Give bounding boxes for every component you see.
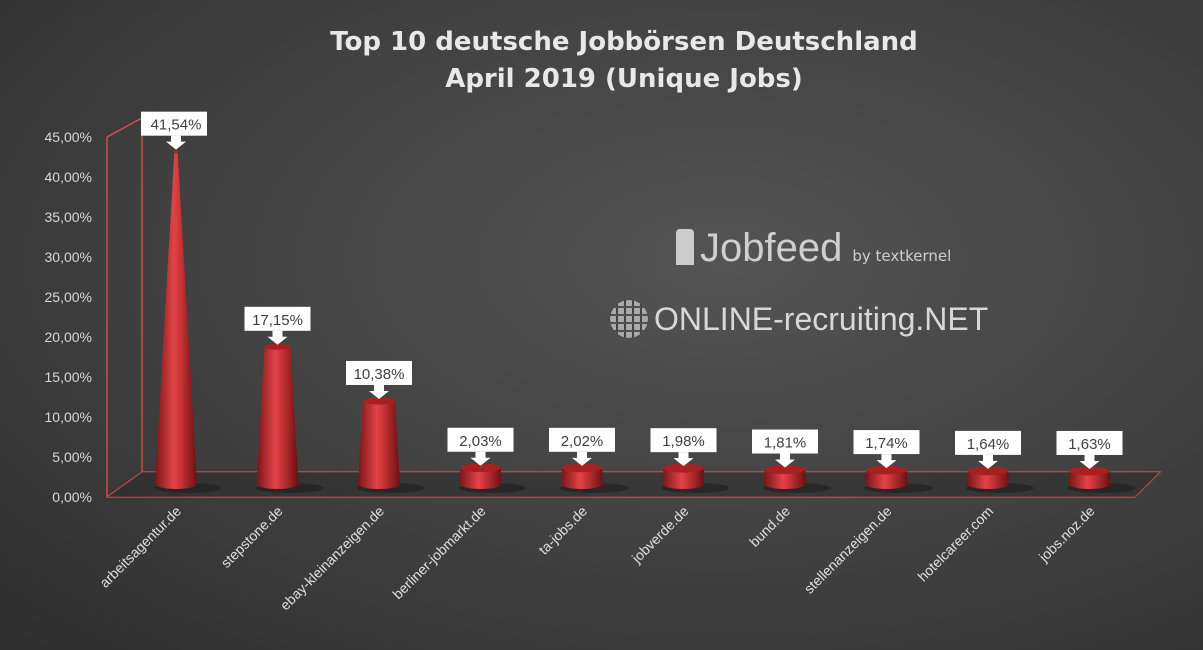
bar-top [460, 463, 501, 473]
data-label-box [447, 427, 514, 452]
y-tick-label: 40,00% [45, 169, 92, 185]
data-label-arrow [876, 454, 897, 469]
bar-top [264, 343, 291, 350]
y-tick-label: 5,00% [52, 449, 92, 465]
data-label-box [752, 429, 818, 454]
bar-top [663, 463, 704, 473]
jobfeed-by-text: by textkernel [852, 247, 952, 265]
y-tick-label: 35,00% [45, 209, 92, 225]
x-tick-label: bund.de [746, 503, 793, 550]
data-label: 41,54% [151, 117, 202, 134]
data-label-arrow [470, 451, 491, 466]
bar-stepstone.de [256, 346, 299, 489]
data-label-arrow [166, 135, 186, 150]
online-recruiting-text: ONLINE-recruiting.NET [654, 301, 989, 337]
data-label-box [244, 306, 311, 331]
bar-top [174, 149, 178, 154]
bar-bund.de [764, 469, 806, 489]
x-tick-label: ebay-kleinanzeigen.de [277, 503, 388, 614]
bar-berliner-jobmarkt.de [459, 467, 502, 489]
jobfeed-logo: Jobfeed by textkernel [676, 226, 951, 271]
x-tick-label: stellenanzeigen.de [801, 503, 895, 597]
data-label-box [853, 430, 920, 455]
bar-ta-jobs.de [561, 467, 603, 489]
bar-top [866, 465, 907, 475]
data-label: 2,02% [561, 433, 604, 450]
y-tick-label: 20,00% [45, 329, 92, 345]
data-label: 1,74% [865, 435, 908, 452]
y-tick-label: 30,00% [45, 249, 92, 265]
data-label-arrow [673, 452, 694, 467]
online-recruiting-logo: ONLINE-recruiting.NET [610, 300, 988, 338]
x-tick-label: berliner-jobmarkt.de [389, 503, 488, 602]
x-tick-label: stepstone.de [218, 503, 286, 571]
data-label-arrow [978, 454, 998, 469]
bar-top [561, 463, 603, 473]
bar-top [1069, 466, 1110, 476]
title-line-1: Top 10 deutsche Jobbörsen Deutschland [330, 27, 918, 57]
x-tick-label: hotelcareer.com [914, 503, 996, 585]
pixel-grid-icon [610, 300, 648, 338]
bar-arbeitsagentur.de [155, 151, 197, 489]
data-label-box [955, 430, 1021, 455]
title-line-2: April 2019 (Unique Jobs) [445, 64, 803, 94]
bar-jobs.noz.de [1068, 470, 1111, 489]
x-tick-label: jobverde.de [628, 503, 692, 567]
data-label: 1,64% [967, 436, 1010, 453]
data-label-box [549, 427, 615, 452]
y-tick-label: 25,00% [45, 289, 92, 305]
x-tick-label: jobs.noz.de [1035, 503, 1098, 566]
x-tick-label: arbeitsagentur.de [96, 503, 184, 591]
data-label-box [141, 111, 207, 136]
y-tick-label: 15,00% [45, 369, 92, 385]
y-tick-label: 0,00% [52, 489, 92, 505]
jobfeed-text: Jobfeed [700, 226, 843, 270]
data-label: 10,38% [354, 366, 405, 383]
data-label-arrow [1079, 454, 1100, 469]
bar-top [967, 466, 1009, 476]
jobfeed-person-icon [676, 229, 694, 265]
bar-hotelcareer.com [967, 470, 1009, 489]
data-label: 1,98% [662, 433, 705, 450]
data-label-box [650, 428, 717, 453]
data-label-arrow [572, 451, 592, 466]
data-label-box [1056, 430, 1123, 455]
bar-jobverde.de [662, 468, 705, 489]
bar-ebay-kleinanzeigen.de [358, 400, 400, 489]
data-label: 2,03% [459, 433, 502, 450]
data-label: 1,81% [764, 435, 807, 452]
bar-top [764, 465, 806, 474]
data-label-box [346, 360, 412, 385]
bar-stellenanzeigen.de [865, 470, 908, 489]
data-label-arrow [267, 330, 288, 345]
data-label: 1,63% [1068, 436, 1111, 453]
data-label: 17,15% [252, 312, 303, 329]
data-label-arrow [775, 453, 795, 468]
chart-title: Top 10 deutsche Jobbörsen Deutschland Ap… [0, 24, 1203, 98]
data-label-arrow [369, 384, 389, 399]
y-tick-label: 10,00% [45, 409, 92, 425]
x-tick-label: ta-jobs.de [535, 503, 590, 558]
y-tick-label: 45,00% [45, 129, 92, 145]
bar-top [362, 397, 396, 405]
